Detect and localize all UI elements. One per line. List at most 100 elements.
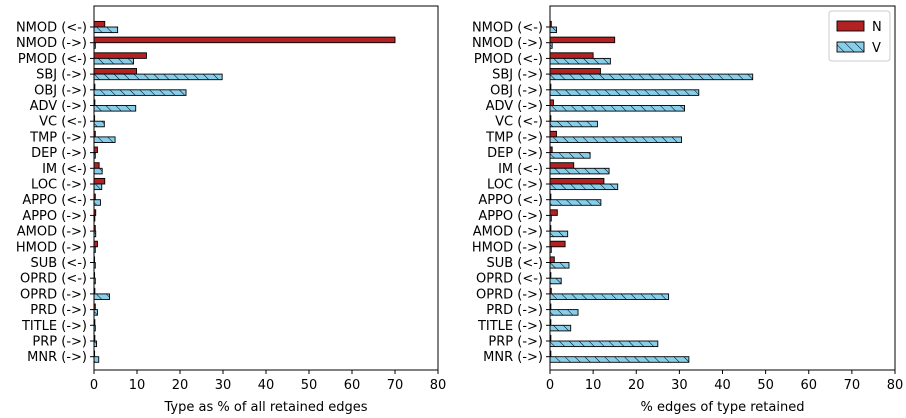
bar-v bbox=[93, 356, 100, 363]
bar-v bbox=[93, 73, 223, 81]
right-chart-panel: NMOD (<-)NMOD (->)PMOD (<-)SBJ (->)OBJ (… bbox=[472, 5, 904, 415]
bar-v bbox=[549, 340, 659, 348]
x-tick-label: 70 bbox=[387, 378, 404, 393]
y-tick-label: VC (<-) bbox=[39, 115, 87, 130]
y-tick-label: AMOD (->) bbox=[17, 225, 87, 240]
y-tick-label: APPO (->) bbox=[478, 209, 543, 224]
legend-swatch-v bbox=[836, 41, 865, 53]
y-tick-label: LOC (->) bbox=[31, 178, 87, 193]
bar-v bbox=[93, 309, 98, 316]
bar-n bbox=[93, 177, 106, 185]
bar-n bbox=[549, 256, 555, 263]
x-tick-label: 0 bbox=[546, 378, 554, 393]
bar-v bbox=[549, 262, 570, 269]
y-tick-label: SBJ (->) bbox=[492, 68, 543, 83]
y-tick-label: AMOD (->) bbox=[473, 225, 543, 240]
y-tick-label: DEP (->) bbox=[487, 146, 543, 161]
y-tick-label: PMOD (<-) bbox=[18, 52, 87, 67]
bar-v bbox=[549, 136, 682, 143]
bar-n bbox=[549, 99, 554, 106]
legend-label-n: N bbox=[872, 20, 882, 35]
x-tick-label: 50 bbox=[301, 378, 318, 393]
y-tick-label: APPO (->) bbox=[22, 209, 87, 224]
axes-frame bbox=[93, 5, 439, 371]
bar-v bbox=[549, 199, 602, 206]
x-tick-label: 10 bbox=[129, 378, 146, 393]
bar-v bbox=[549, 230, 569, 238]
bar-v bbox=[93, 199, 101, 206]
y-tick-label: PRP (->) bbox=[488, 335, 543, 350]
bar-n bbox=[549, 130, 557, 138]
legend-swatch-n bbox=[836, 20, 865, 32]
y-tick-label: TITLE (->) bbox=[21, 319, 87, 334]
bar-n bbox=[93, 20, 106, 28]
x-tick-label: 70 bbox=[844, 378, 861, 393]
y-tick-label: APPO (<-) bbox=[478, 193, 543, 208]
x-tick-label: 30 bbox=[671, 378, 688, 393]
x-tick-label: 50 bbox=[757, 378, 774, 393]
y-tick-label: HMOD (->) bbox=[16, 240, 87, 255]
bar-v bbox=[549, 167, 610, 175]
bar-v bbox=[549, 26, 557, 34]
y-tick-label: OBJ (->) bbox=[34, 83, 87, 98]
y-tick-label: MNR (->) bbox=[27, 350, 87, 365]
x-tick-label: 60 bbox=[800, 378, 817, 393]
bar-n bbox=[549, 240, 566, 248]
bar-v bbox=[549, 105, 686, 112]
y-tick-label: VC (<-) bbox=[495, 115, 543, 130]
bar-v bbox=[549, 277, 562, 285]
bar-v bbox=[93, 57, 135, 65]
bar-v bbox=[93, 136, 116, 143]
bar-v bbox=[549, 57, 611, 65]
y-tick-label: OPRD (<-) bbox=[20, 272, 87, 287]
y-tick-label: PMOD (<-) bbox=[474, 52, 543, 67]
y-tick-label: TMP (->) bbox=[29, 130, 87, 145]
y-tick-label: SBJ (->) bbox=[36, 68, 87, 83]
y-tick-label: LOC (->) bbox=[487, 178, 543, 193]
bar-n bbox=[93, 146, 98, 154]
x-axis-label: % edges of type retained bbox=[641, 400, 805, 415]
bar-v bbox=[93, 89, 187, 96]
x-tick-label: 40 bbox=[714, 378, 731, 393]
bar-v bbox=[549, 89, 700, 96]
bar-v bbox=[549, 324, 572, 332]
bar-n bbox=[93, 240, 98, 248]
x-tick-label: 80 bbox=[887, 378, 904, 393]
y-tick-label: APPO (<-) bbox=[22, 193, 87, 208]
y-tick-label: IM (<-) bbox=[498, 162, 543, 177]
bar-v bbox=[549, 120, 598, 128]
bar-n bbox=[549, 68, 601, 75]
x-tick-label: 30 bbox=[215, 378, 232, 393]
bar-v bbox=[549, 356, 690, 363]
bar-v bbox=[549, 183, 619, 191]
x-tick-label: 0 bbox=[90, 378, 98, 393]
bar-v bbox=[549, 293, 670, 300]
y-tick-label: PRD (->) bbox=[486, 303, 543, 318]
y-tick-label: OBJ (->) bbox=[490, 83, 543, 98]
x-tick-label: 60 bbox=[344, 378, 361, 393]
bar-v bbox=[93, 183, 103, 191]
y-tick-label: IM (<-) bbox=[42, 162, 87, 177]
bar-n bbox=[549, 162, 575, 169]
bar-v bbox=[549, 309, 579, 316]
bar-n bbox=[93, 68, 138, 75]
y-tick-label: DEP (->) bbox=[31, 146, 87, 161]
bar-v bbox=[93, 120, 105, 128]
x-tick-label: 20 bbox=[172, 378, 189, 393]
y-tick-label: OPRD (->) bbox=[476, 287, 543, 302]
legend: NV bbox=[828, 10, 891, 62]
y-tick-label: OPRD (<-) bbox=[476, 272, 543, 287]
y-tick-label: PRD (->) bbox=[30, 303, 87, 318]
bar-v bbox=[93, 167, 103, 175]
bar-n bbox=[549, 36, 616, 44]
y-tick-label: NMOD (<-) bbox=[16, 21, 87, 36]
x-tick-label: 80 bbox=[430, 378, 447, 393]
y-tick-label: PRP (->) bbox=[32, 335, 87, 350]
bar-v bbox=[93, 26, 119, 34]
legend-label-v: V bbox=[872, 41, 881, 56]
bar-n bbox=[549, 177, 605, 185]
bar-n bbox=[93, 36, 396, 44]
y-tick-label: NMOD (<-) bbox=[472, 21, 543, 36]
x-tick-label: 20 bbox=[628, 378, 645, 393]
